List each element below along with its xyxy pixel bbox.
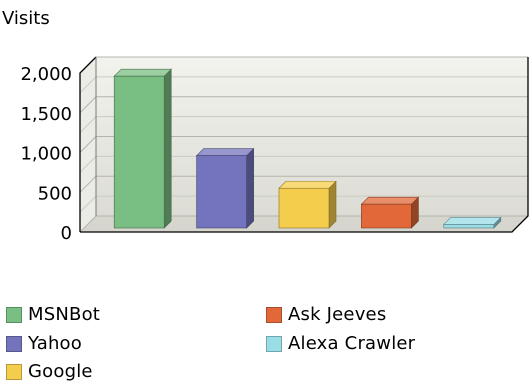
bar-side: [163, 68, 172, 229]
legend-label: MSNBot: [28, 304, 101, 325]
x-axis-line: [80, 57, 529, 233]
legend-swatch: [6, 336, 22, 352]
legend-item-msnbot: MSNBot: [6, 305, 100, 325]
y-axis-line: [79, 56, 97, 232]
bar-top: [360, 196, 420, 205]
bar-top: [278, 180, 337, 189]
gridline-side: [79, 116, 97, 133]
legend-item-alexa-crawler: Alexa Crawler: [266, 334, 415, 354]
legend-item-google: Google: [6, 362, 93, 382]
bar-top: [113, 68, 172, 77]
bar-front: [196, 155, 247, 229]
legend-swatch: [266, 336, 282, 352]
y-tick-label: 500: [38, 183, 72, 204]
legend-swatch: [6, 364, 22, 380]
y-tick-label: 2,000: [20, 64, 72, 85]
legend-label: Alexa Crawler: [288, 333, 416, 354]
bar-yahoo: [195, 147, 255, 229]
gridline-side: [79, 156, 97, 173]
legend-swatch: [266, 307, 282, 323]
legend-label: Google: [28, 361, 93, 382]
y-tick-label: 1,000: [20, 144, 72, 165]
bar-msnbot: [113, 68, 172, 229]
bar-top: [195, 148, 255, 156]
bar-top: [443, 217, 502, 225]
y-tick-label: 0: [61, 223, 72, 244]
bar-front: [278, 187, 330, 229]
gridline-side: [79, 195, 97, 213]
bar-alexa-crawler: [443, 216, 502, 229]
legend-item-yahoo: Yahoo: [6, 334, 82, 354]
legend-item-ask-jeeves: Ask Jeeves: [266, 305, 386, 325]
y-axis-title: Visits: [2, 8, 50, 29]
gridline-side: [79, 175, 97, 193]
y-tick-label: 1,500: [20, 104, 72, 125]
gridline-side: [79, 136, 97, 153]
bar-ask-jeeves: [360, 196, 420, 229]
legend-label: Yahoo: [28, 333, 82, 354]
bar-side: [246, 147, 254, 229]
bar-front: [443, 224, 495, 229]
bar-front: [361, 203, 412, 229]
bar-side: [328, 180, 337, 229]
legend-label: Ask Jeeves: [288, 304, 387, 325]
legend-swatch: [6, 307, 22, 323]
bar-front: [113, 75, 165, 229]
gridline-side: [79, 215, 97, 233]
gridline-side: [79, 76, 97, 94]
gridline-side: [79, 96, 97, 114]
bar-google: [278, 180, 337, 229]
